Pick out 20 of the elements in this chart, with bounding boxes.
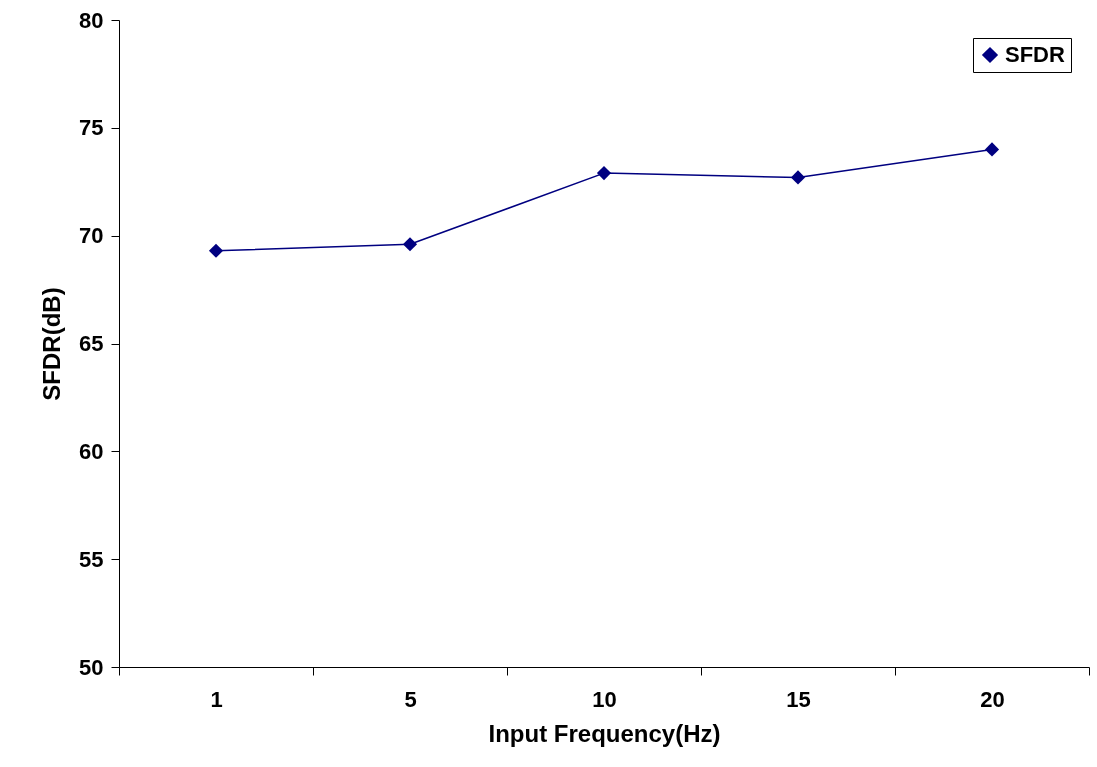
x-tick-label: 1: [210, 686, 223, 712]
point: [402, 237, 418, 252]
y-tick-label: 65: [79, 331, 104, 356]
y-axis-title: SFDR(dB): [38, 287, 66, 401]
y-tick-label: 55: [79, 546, 104, 572]
x-tick-label: 20: [980, 686, 1005, 712]
y-tick-label: 50: [79, 654, 104, 680]
point: [208, 243, 224, 258]
legend-label: SFDR: [1005, 42, 1065, 67]
x-tick-label: 10: [592, 686, 617, 712]
x-tick-label: 5: [404, 686, 417, 712]
y-tick-label: 70: [79, 223, 104, 249]
y-tick-label: 80: [79, 7, 104, 33]
x-axis-title: Input Frequency(Hz): [488, 719, 721, 747]
x-tick-label: 15: [786, 686, 811, 712]
y-tick-label: 75: [79, 115, 104, 141]
point: [790, 170, 806, 185]
point: [984, 142, 1000, 157]
point: [596, 166, 612, 181]
y-tick-label: 60: [79, 438, 104, 464]
